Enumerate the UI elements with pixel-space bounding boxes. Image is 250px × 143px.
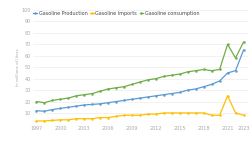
Line: Gasoline Production: Gasoline Production bbox=[35, 49, 245, 113]
Gasoline Production bbox=[130, 98, 134, 100]
Gasoline consumption bbox=[218, 69, 221, 70]
Gasoline Production bbox=[170, 93, 173, 94]
Gasoline Production bbox=[51, 109, 54, 110]
Gasoline Production bbox=[67, 106, 70, 108]
Gasoline consumption bbox=[138, 81, 141, 83]
Gasoline Imports bbox=[226, 95, 229, 97]
Gasoline Production bbox=[83, 104, 86, 106]
Gasoline Production bbox=[75, 105, 78, 107]
Gasoline Imports bbox=[99, 117, 102, 118]
Gasoline Imports bbox=[130, 114, 134, 116]
Gasoline Imports bbox=[107, 117, 110, 118]
Gasoline consumption bbox=[59, 98, 62, 100]
Gasoline consumption bbox=[67, 97, 70, 99]
Gasoline Imports bbox=[138, 114, 141, 116]
Line: Gasoline consumption: Gasoline consumption bbox=[35, 41, 245, 104]
Gasoline Imports bbox=[67, 119, 70, 121]
Gasoline consumption bbox=[35, 101, 38, 102]
Gasoline consumption bbox=[194, 70, 197, 72]
Gasoline Imports bbox=[122, 114, 126, 116]
Gasoline Imports bbox=[210, 114, 213, 116]
Gasoline consumption bbox=[83, 94, 86, 96]
Gasoline Imports bbox=[234, 112, 237, 114]
Y-axis label: In millions of liters: In millions of liters bbox=[16, 48, 20, 86]
Gasoline Imports bbox=[194, 112, 197, 114]
Gasoline consumption bbox=[186, 71, 189, 73]
Gasoline consumption bbox=[51, 100, 54, 101]
Gasoline Production bbox=[226, 72, 229, 74]
Gasoline consumption bbox=[146, 79, 150, 81]
Gasoline Imports bbox=[75, 118, 78, 120]
Gasoline consumption bbox=[226, 43, 229, 45]
Gasoline Imports bbox=[59, 119, 62, 121]
Gasoline consumption bbox=[154, 78, 158, 80]
Gasoline Production bbox=[242, 49, 245, 51]
Gasoline consumption bbox=[122, 86, 126, 88]
Gasoline consumption bbox=[162, 76, 166, 77]
Gasoline Production bbox=[99, 103, 102, 105]
Gasoline consumption bbox=[75, 95, 78, 97]
Gasoline Production bbox=[35, 110, 38, 112]
Gasoline Production bbox=[194, 88, 197, 90]
Gasoline consumption bbox=[107, 88, 110, 90]
Gasoline Production bbox=[234, 70, 237, 72]
Gasoline Production bbox=[178, 92, 181, 93]
Gasoline Production bbox=[138, 97, 141, 99]
Gasoline consumption bbox=[210, 70, 213, 72]
Gasoline Imports bbox=[202, 112, 205, 114]
Gasoline Production bbox=[210, 84, 213, 85]
Gasoline Imports bbox=[51, 120, 54, 121]
Gasoline Imports bbox=[154, 113, 158, 115]
Gasoline Production bbox=[114, 101, 117, 102]
Gasoline Production bbox=[154, 95, 158, 97]
Gasoline Imports bbox=[35, 120, 38, 122]
Gasoline consumption bbox=[202, 69, 205, 70]
Legend: Gasoline Production, Gasoline Imports, Gasoline consumption: Gasoline Production, Gasoline Imports, G… bbox=[33, 10, 200, 16]
Gasoline Production bbox=[218, 80, 221, 82]
Gasoline consumption bbox=[234, 57, 237, 59]
Gasoline Production bbox=[186, 89, 189, 91]
Gasoline consumption bbox=[170, 74, 173, 76]
Gasoline consumption bbox=[99, 90, 102, 92]
Gasoline consumption bbox=[130, 84, 134, 85]
Gasoline Production bbox=[59, 108, 62, 109]
Gasoline Imports bbox=[146, 113, 150, 115]
Line: Gasoline Imports: Gasoline Imports bbox=[35, 95, 245, 122]
Gasoline Production bbox=[122, 100, 126, 101]
Gasoline Production bbox=[107, 102, 110, 104]
Gasoline Imports bbox=[162, 112, 166, 114]
Gasoline Imports bbox=[186, 112, 189, 114]
Gasoline Imports bbox=[43, 120, 46, 122]
Gasoline consumption bbox=[114, 87, 117, 89]
Gasoline consumption bbox=[43, 102, 46, 104]
Gasoline Production bbox=[202, 86, 205, 88]
Gasoline Imports bbox=[178, 112, 181, 114]
Gasoline consumption bbox=[178, 73, 181, 75]
Gasoline Production bbox=[43, 110, 46, 112]
Gasoline consumption bbox=[242, 41, 245, 43]
Gasoline Imports bbox=[170, 112, 173, 114]
Gasoline Production bbox=[162, 94, 166, 96]
Gasoline Imports bbox=[91, 118, 94, 120]
Gasoline Imports bbox=[242, 114, 245, 116]
Gasoline Production bbox=[91, 104, 94, 105]
Gasoline Imports bbox=[83, 118, 86, 120]
Gasoline Production bbox=[146, 96, 150, 98]
Gasoline Imports bbox=[218, 114, 221, 116]
Gasoline consumption bbox=[91, 93, 94, 94]
Gasoline Imports bbox=[114, 116, 117, 117]
